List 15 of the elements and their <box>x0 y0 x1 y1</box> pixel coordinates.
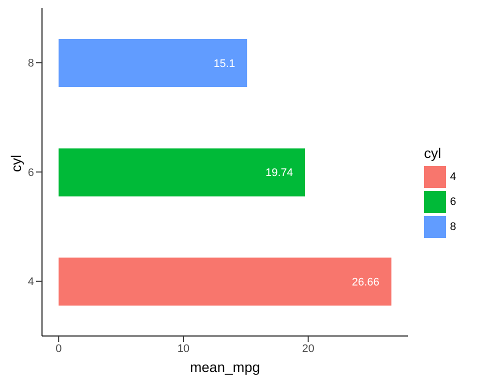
y-tick-label: 6 <box>28 166 34 179</box>
x-tick-label: 10 <box>177 342 190 355</box>
y-tick-label: 8 <box>28 58 34 70</box>
legend-label: 6 <box>450 196 456 208</box>
data-label: 26.66 <box>352 276 380 289</box>
y-tick-label: 4 <box>28 276 34 288</box>
legend-label: 8 <box>450 220 456 232</box>
x-tick-label: 20 <box>302 342 314 355</box>
legend-label: 4 <box>450 170 456 182</box>
y-axis-title: cyl <box>8 154 24 172</box>
x-tick-label: 0 <box>56 342 62 355</box>
legend-title: cyl <box>424 144 442 160</box>
x-axis-title: mean_mpg <box>190 359 260 375</box>
data-label: 19.74 <box>265 167 293 180</box>
data-label: 15.1 <box>214 58 236 70</box>
